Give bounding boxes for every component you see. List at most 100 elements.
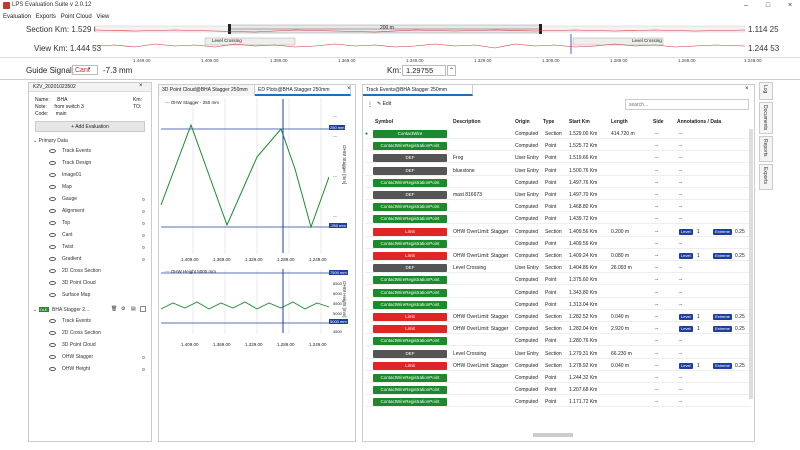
gear-icon[interactable]: ⚙ <box>121 306 126 312</box>
tree-item-gauge[interactable]: Gauge <box>49 195 151 204</box>
bha-stagger-group[interactable]: ⌄ OLE BHA Stagger 2... 🗑 ⚙ ▤ <box>33 305 151 314</box>
table-row[interactable]: ContactWireRegistrationPoint Computed Poin… <box>365 239 751 249</box>
side-tab-exports[interactable]: Exports <box>759 164 773 190</box>
tree-item-2d-cross-section-2[interactable]: 2D Cross Section <box>49 329 101 338</box>
primary-data-group[interactable]: ⌄ Primary Data <box>33 138 68 144</box>
km-input[interactable]: 1.29755 <box>402 65 446 76</box>
tab-3d-point-cloud[interactable]: 3D Point Cloud@BHA Stagger 250mm <box>159 85 255 96</box>
km-up-icon[interactable]: ⌃ <box>447 65 456 76</box>
eye-icon[interactable] <box>49 342 56 347</box>
eye-icon[interactable] <box>49 366 56 371</box>
table-row[interactable]: ContactWireRegistrationPoint Computed Poin… <box>365 397 751 408</box>
tree-item-ohw-height[interactable]: OHW Height <box>49 365 151 374</box>
ohw-stagger-plot[interactable]: — — — — <box>159 97 355 267</box>
menu-point-cloud[interactable]: Point Cloud <box>60 14 92 20</box>
table-row[interactable]: DEF Frog User Entry Point 1.519.66 Km -- -- <box>365 153 751 164</box>
ohw-height-plot[interactable] <box>159 267 355 347</box>
table-row[interactable]: Limit OHW OverLimit: Stagger Computed Secti… <box>365 227 751 237</box>
horizontal-scrollbar[interactable] <box>533 433 573 437</box>
eye-off-icon[interactable] <box>49 208 56 213</box>
maximize-icon[interactable]: □ <box>765 2 771 9</box>
table-row[interactable]: Limit OHW OverLimit: Stagger Computed Secti… <box>365 324 751 335</box>
tree-item-track-events-2[interactable]: Track Events <box>49 317 91 326</box>
tree-item-3d-point-cloud[interactable]: 3D Point Cloud <box>49 279 96 288</box>
panel-close-icon[interactable]: × <box>139 83 143 89</box>
table-row[interactable]: DEF mast 816673 User Entry Point 1.497.70 Km… <box>365 190 751 200</box>
settings-dot-icon[interactable] <box>142 368 145 371</box>
table-row[interactable]: ContactWire Computed Section 1.529.00 Km 414… <box>365 129 751 139</box>
tree-item-2d-cross-section[interactable]: 2D Cross Section <box>49 267 101 276</box>
settings-dot-icon[interactable] <box>142 234 145 237</box>
table-row[interactable]: DEF Level Crossing User Entry Section 1.404.… <box>365 263 751 274</box>
eye-icon[interactable] <box>49 172 56 177</box>
eye-icon[interactable] <box>49 354 56 359</box>
tree-item-surface-map[interactable]: Surface Map <box>49 291 90 300</box>
tree-item-ohw-stagger[interactable]: OHW Stagger <box>49 353 151 362</box>
menu-exports[interactable]: Exports <box>35 14 57 20</box>
table-row[interactable]: ContactWireRegistrationPoint Computed Poin… <box>365 288 751 298</box>
table-row[interactable]: DEF Level Crossing User Entry Section 1.279.… <box>365 349 751 359</box>
add-evaluation-button[interactable]: + Add Evaluation <box>35 121 145 132</box>
tree-item-twist[interactable]: Twist <box>49 243 151 252</box>
tab-close-icon[interactable]: × <box>347 86 351 92</box>
eye-icon[interactable] <box>49 280 56 285</box>
tree-item-gradient[interactable]: Gradient <box>49 255 151 264</box>
table-row[interactable]: ContactWireRegistrationPoint Computed Poin… <box>365 214 751 225</box>
settings-dot-icon[interactable] <box>142 356 145 359</box>
eye-icon[interactable] <box>49 330 56 335</box>
col-type[interactable]: Type <box>543 119 555 125</box>
eye-icon[interactable] <box>49 160 56 165</box>
eye-icon[interactable] <box>49 184 56 189</box>
tree-item-alignment[interactable]: Alignment <box>49 207 151 216</box>
side-tab-documents[interactable]: Documents <box>759 102 773 134</box>
table-row[interactable]: Limit OHW OverLimit: Stagger Computed Secti… <box>365 361 751 371</box>
settings-dot-icon[interactable] <box>142 210 145 213</box>
table-row[interactable]: Limit OHW OverLimit: Stagger Computed Secti… <box>365 312 751 322</box>
checkbox[interactable] <box>140 306 146 312</box>
more-menu-icon[interactable]: ⋮ <box>367 102 373 108</box>
settings-dot-icon[interactable] <box>142 258 145 261</box>
side-tab-reports[interactable]: Reports <box>759 136 773 162</box>
close-icon[interactable]: × <box>787 2 793 9</box>
settings-dot-icon[interactable] <box>142 246 145 249</box>
search-input[interactable] <box>625 99 749 110</box>
table-row[interactable]: ContactWireRegistrationPoint Computed Poin… <box>365 202 751 213</box>
tab-ed-plots[interactable]: ED Plots@BHA Stagger 250mm <box>255 85 351 96</box>
tree-item-image01[interactable]: Image01 <box>49 171 81 180</box>
tree-item-map[interactable]: Map <box>49 183 72 192</box>
table-row[interactable]: Limit OHW OverLimit: Stagger Computed Secti… <box>365 251 751 261</box>
menu-view[interactable]: View <box>96 14 110 20</box>
edit-button[interactable]: ✎ Edit <box>377 101 392 107</box>
tab-track-events[interactable]: Track Events@BHA Stagger 250mm <box>363 85 473 96</box>
tree-item-top[interactable]: Top <box>49 219 151 228</box>
settings-dot-icon[interactable] <box>142 198 145 201</box>
chevron-down-icon[interactable]: ▾ <box>88 66 91 72</box>
col-symbol[interactable]: Symbol <box>375 119 394 125</box>
col-start-km[interactable]: Start Km <box>569 119 590 125</box>
col-length[interactable]: Length <box>611 119 628 125</box>
minimize-icon[interactable]: – <box>744 2 748 9</box>
eye-off-icon[interactable] <box>49 244 56 249</box>
eye-off-icon[interactable] <box>49 268 56 273</box>
eye-icon[interactable] <box>49 292 56 297</box>
side-tab-log[interactable]: Log <box>759 82 773 100</box>
menu-evaluation[interactable]: Evaluation <box>3 14 32 20</box>
table-row[interactable]: ContactWireRegistrationPoint Computed Poin… <box>365 336 751 347</box>
tree-item-3d-point-cloud-2[interactable]: 3D Point Cloud <box>49 341 96 350</box>
eye-off-icon[interactable] <box>49 256 56 261</box>
eye-off-icon[interactable] <box>49 220 56 225</box>
eye-off-icon[interactable] <box>49 232 56 237</box>
table-row[interactable]: ContactWireRegistrationPoint Computed Poin… <box>365 275 751 286</box>
col-origin[interactable]: Origin <box>515 119 530 125</box>
settings-dot-icon[interactable] <box>142 222 145 225</box>
table-row[interactable]: ContactWireRegistrationPoint Computed Poin… <box>365 178 751 188</box>
col-annotations[interactable]: Annotations / Data <box>677 119 722 125</box>
overview-strip[interactable]: Section Km: 1.529 00 1.114 25 View Km: 1… <box>0 22 800 58</box>
guide-signal-select[interactable]: Cant <box>72 65 98 75</box>
col-description[interactable]: Description <box>453 119 481 125</box>
document-icon[interactable]: ▤ <box>131 306 136 312</box>
table-scrollbar[interactable] <box>749 129 753 399</box>
col-side[interactable]: Side <box>653 119 664 125</box>
table-row[interactable]: ContactWireRegistrationPoint Computed Poin… <box>365 373 751 383</box>
table-row[interactable]: ContactWireRegistrationPoint Computed Poin… <box>365 300 751 310</box>
